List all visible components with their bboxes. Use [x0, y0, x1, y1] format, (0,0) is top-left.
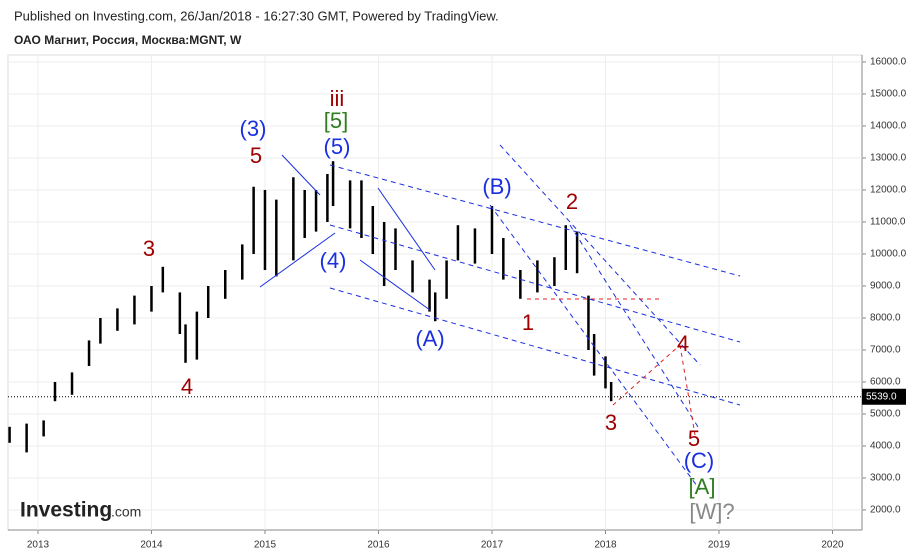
- wave-line: [259, 232, 336, 288]
- y-tick-label: 13000.0: [870, 153, 907, 164]
- published: Published on Investing.com, 26/Jan/2018 …: [14, 8, 499, 23]
- wave-label: iii: [330, 86, 345, 111]
- trend-line: [329, 224, 741, 343]
- wave-label: 4: [181, 374, 193, 399]
- last-price-label: 5539.0: [866, 391, 897, 402]
- x-tick-label: 2019: [708, 540, 731, 551]
- wave-label: 1: [522, 310, 534, 335]
- y-tick-label: 5000.0: [870, 409, 901, 420]
- y-tick-label: 3000.0: [870, 473, 901, 484]
- projection-lines: [527, 298, 696, 436]
- y-tick-label: 7000.0: [870, 345, 901, 356]
- projection-line: [612, 344, 681, 406]
- wave-line: [281, 154, 321, 196]
- symbol: ОАО Магнит, Россия, Москва:MGNT, W: [14, 33, 242, 47]
- x-tick-label: 2020: [821, 540, 844, 551]
- x-tick-label: 2017: [481, 540, 504, 551]
- y-tick-label: 10000.0: [870, 249, 907, 260]
- y-tick-label: 2000.0: [870, 505, 901, 516]
- wave-label: 3: [143, 236, 155, 261]
- y-tick-label: 9000.0: [870, 281, 901, 292]
- y-tick-label: 15000.0: [870, 89, 907, 100]
- trend-line: [499, 144, 701, 366]
- trend-line: [569, 224, 701, 431]
- y-tick-label: 8000.0: [870, 313, 901, 324]
- y-tick-label: 6000.0: [870, 377, 901, 388]
- logo-brand: Investing: [20, 499, 112, 522]
- wave-label: (5): [324, 134, 351, 159]
- y-tick-label: 14000.0: [870, 121, 907, 132]
- wave-label: (C): [684, 448, 715, 473]
- wave-label: (3): [240, 116, 267, 141]
- price-bars: [8, 55, 862, 530]
- x-tick-label: 2015: [254, 540, 277, 551]
- wave-label: 5: [250, 143, 262, 168]
- wave-label: [W]?: [689, 499, 734, 524]
- wave-label: 4: [677, 331, 689, 356]
- wave-label: 5: [688, 426, 700, 451]
- wave-label: 2: [566, 189, 578, 214]
- x-tick-label: 2016: [367, 540, 390, 551]
- y-tick-label: 11000.0: [870, 217, 906, 228]
- y-tick-label: 12000.0: [870, 185, 907, 196]
- wave-label: (A): [415, 326, 444, 351]
- wave-label: [A]: [689, 474, 716, 499]
- trend-line: [329, 164, 741, 277]
- wave-label: (B): [482, 174, 511, 199]
- trend-lines: [259, 144, 741, 491]
- x-tick-label: 2018: [594, 540, 617, 551]
- wave-label: [5]: [324, 108, 348, 133]
- wave-line: [377, 187, 436, 271]
- wave-line: [359, 259, 431, 311]
- wave-label: (4): [320, 248, 347, 273]
- y-tick-label: 16000.0: [870, 57, 907, 68]
- last-price-box: [862, 388, 906, 405]
- logo-suffix: .com: [111, 504, 141, 520]
- x-tick-label: 2013: [27, 540, 50, 551]
- wave-label: 3: [605, 410, 617, 435]
- x-tick-label: 2014: [140, 540, 163, 551]
- y-tick-label: 4000.0: [870, 441, 901, 452]
